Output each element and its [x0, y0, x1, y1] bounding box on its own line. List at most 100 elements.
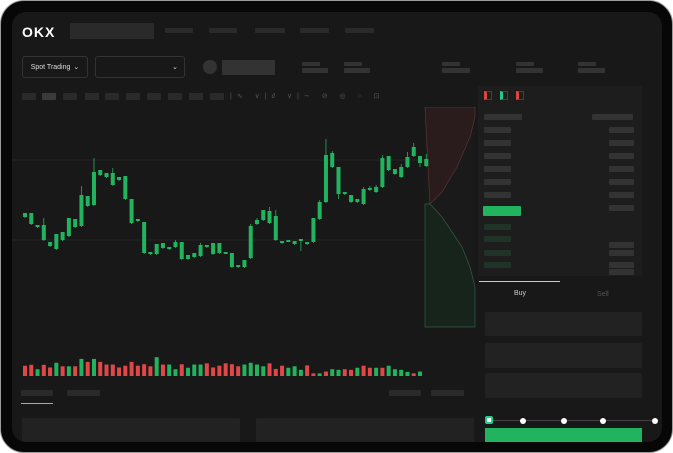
filter-button[interactable] — [389, 390, 421, 396]
volume-bar — [380, 367, 385, 376]
bid-amount — [609, 250, 634, 256]
timeframe-button[interactable] — [22, 93, 36, 100]
ask-amount — [609, 179, 634, 185]
tab-buy[interactable]: Buy — [514, 290, 527, 297]
nav-item[interactable] — [165, 28, 193, 33]
total-input[interactable] — [485, 373, 642, 398]
pair-name — [222, 60, 275, 75]
tab-open-orders[interactable] — [21, 390, 53, 396]
slider-step-50[interactable] — [561, 418, 567, 424]
ask-amount — [609, 166, 634, 172]
volume-bar — [104, 364, 109, 376]
timeframe-button[interactable] — [210, 93, 224, 100]
candle — [179, 242, 184, 259]
timeframe-button[interactable] — [105, 93, 119, 100]
candle — [411, 147, 416, 156]
slider-step-75[interactable] — [600, 418, 606, 424]
timeframe-button[interactable] — [147, 93, 161, 100]
timeframe-button[interactable] — [126, 93, 140, 100]
slider-step-100[interactable] — [652, 418, 658, 424]
last-price — [483, 206, 521, 216]
pair-dropdown[interactable]: ⌄ — [95, 56, 185, 78]
candle — [198, 245, 203, 256]
nav-item[interactable] — [345, 28, 374, 33]
buy-button[interactable] — [485, 428, 642, 442]
orderbook-buy-icon[interactable] — [500, 91, 508, 100]
candle — [405, 157, 410, 167]
candle — [117, 177, 122, 180]
volume-bar — [129, 361, 134, 376]
stat-value — [578, 68, 605, 73]
volume-bar — [173, 369, 178, 376]
nav-item[interactable] — [255, 28, 285, 33]
filter-button[interactable] — [431, 390, 464, 396]
volume-bar — [399, 369, 404, 376]
volume-bar — [123, 365, 128, 376]
volume-bar — [179, 364, 184, 376]
volume-bar — [242, 364, 247, 376]
candle — [154, 244, 159, 254]
volume-bar — [267, 363, 272, 376]
okx-logo: OKX — [22, 24, 56, 40]
volume-bar — [411, 373, 416, 376]
volume-bar — [336, 369, 341, 376]
volume-bar — [85, 361, 90, 376]
ask-amount — [609, 140, 634, 146]
volume-bar — [229, 364, 234, 376]
slider-handle[interactable] — [485, 416, 493, 424]
tab-sell[interactable]: Sell — [597, 291, 609, 298]
amount-slider-track[interactable] — [489, 420, 655, 421]
volume-bar — [323, 371, 328, 376]
candlestick-chart[interactable] — [12, 107, 477, 387]
timeframe-button[interactable] — [168, 93, 182, 100]
orderbook-both-icon[interactable] — [484, 91, 492, 100]
bid-price — [484, 224, 511, 230]
ask-price — [484, 127, 511, 133]
candle — [349, 195, 354, 202]
candle — [54, 234, 59, 249]
coin-icon — [203, 60, 217, 74]
nav-item[interactable] — [209, 28, 237, 33]
candle — [305, 242, 310, 244]
candle — [286, 240, 291, 242]
chart-tools-icons[interactable]: |∿ ∨|∂ ∨|∼ ⊘ ◎ ○ ⊡ — [230, 93, 385, 100]
candle — [211, 243, 216, 254]
volume-bar — [386, 365, 391, 376]
volume-bar — [374, 367, 379, 376]
price-input[interactable] — [485, 312, 642, 336]
volume-bar — [298, 369, 303, 376]
volume-bar — [330, 369, 335, 376]
spot-trading-button[interactable]: Spot Trading ⌄ — [22, 56, 88, 78]
amount-input[interactable] — [485, 343, 642, 368]
volume-bar — [148, 366, 153, 376]
ask-amount — [609, 205, 634, 211]
candle — [311, 218, 316, 242]
volume-bar — [392, 369, 397, 376]
volume-bar — [223, 363, 228, 376]
orderbook-sell-icon[interactable] — [516, 91, 524, 100]
candle — [23, 213, 27, 217]
candle — [292, 241, 297, 244]
search-bar[interactable] — [70, 23, 154, 39]
volume-bar — [167, 364, 172, 376]
volume-bar — [186, 367, 191, 376]
nav-item[interactable] — [300, 28, 329, 33]
candle — [167, 247, 172, 249]
volume-bar — [418, 371, 423, 376]
ask-price — [484, 166, 511, 172]
timeframe-button[interactable] — [85, 93, 99, 100]
slider-step-25[interactable] — [520, 418, 526, 424]
bid-amount — [609, 269, 634, 275]
timeframe-button[interactable] — [63, 93, 77, 100]
depth-chart — [424, 107, 476, 328]
order-card — [256, 418, 474, 442]
candle — [367, 188, 372, 190]
volume-bar — [261, 366, 266, 376]
tab-order-history[interactable] — [67, 390, 100, 396]
candle — [48, 242, 53, 246]
candle — [217, 243, 222, 253]
timeframe-button[interactable] — [189, 93, 203, 100]
timeframe-button[interactable] — [42, 93, 56, 100]
ask-amount — [609, 192, 634, 198]
candle — [242, 260, 247, 267]
